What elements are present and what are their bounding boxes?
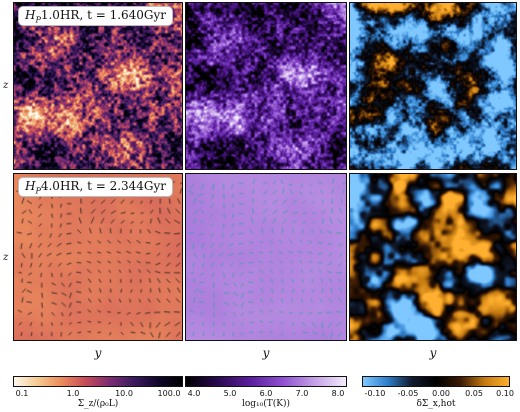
hot-density-tick: 0.10: [496, 389, 514, 398]
hot-density-tick: 0.00: [432, 389, 450, 398]
density-tick: 1.0: [66, 389, 80, 398]
z-axis-label-bottom: z: [3, 252, 9, 263]
density-tick: 0.1: [15, 389, 29, 398]
snapshot-label-bottom: HP4.0HR, t = 2.344Gyr: [18, 177, 174, 198]
temperature-panel-top: [185, 2, 347, 170]
temperature-tick: 5.0: [223, 389, 237, 398]
hot-density-map-bottom: [350, 174, 516, 340]
density-map-bottom: [14, 174, 182, 340]
hot-density-tick: -0.05: [397, 389, 419, 398]
temperature-map-bottom: [186, 174, 346, 340]
temperature-tick: 7.0: [295, 389, 309, 398]
density-panel-bottom: HP4.0HR, t = 2.344Gyr: [13, 173, 183, 341]
hot-density-panel-bottom: [349, 173, 517, 341]
temperature-tick: 6.0: [259, 389, 273, 398]
temperature-map-top: [186, 3, 346, 169]
temperature-tick: 8.0: [331, 389, 345, 398]
y-axis-label-hot: y: [429, 346, 437, 360]
temperature-tick: 4.0: [187, 389, 201, 398]
temperature-panel-bottom: [185, 173, 347, 341]
density-map-top: [14, 3, 182, 169]
snapshot-label-top: HP1.0HR, t = 1.640Gyr: [18, 6, 174, 27]
hot-density-tick: -0.10: [364, 389, 386, 398]
hot-density-panel-top: [349, 2, 517, 170]
temperature-colorbar-label: log₁₀(T(K)): [241, 399, 291, 409]
hot-density-tick: 0.05: [465, 389, 483, 398]
z-axis-label-top: z: [3, 80, 9, 91]
y-axis-label-temperature: y: [262, 346, 270, 360]
hot-density-colorbar-label: δΣ_x,hot: [416, 399, 456, 409]
temperature-colorbar: [185, 376, 347, 387]
density-tick: 100.0: [157, 389, 181, 398]
density-colorbar-label: Σ_z/(ρ₀L): [77, 399, 119, 409]
hot-density-map-top: [350, 3, 516, 169]
density-panel-top: HP1.0HR, t = 1.640Gyr: [13, 2, 183, 170]
hot-density-colorbar: [362, 376, 510, 387]
density-tick: 10.0: [115, 389, 133, 398]
y-axis-label-density: y: [94, 346, 102, 360]
density-colorbar: [13, 376, 183, 387]
